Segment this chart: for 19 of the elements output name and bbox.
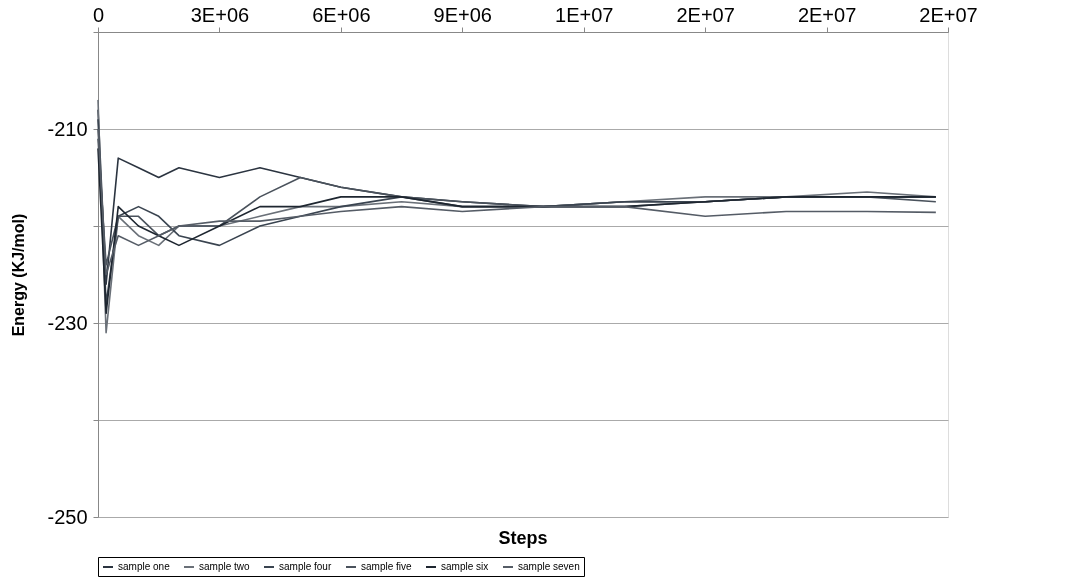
x-tick-label: 2E+07	[797, 3, 857, 26]
x-tick-label: 2E+07	[676, 3, 735, 26]
x-tick-label: 2E+07	[919, 3, 978, 26]
x-tick-label: 6E+06	[312, 3, 371, 26]
legend-label: sample two	[199, 561, 251, 572]
legend-label: sample four	[279, 561, 332, 572]
y-tick-label: -210	[47, 117, 88, 140]
legend-label: sample seven	[518, 561, 580, 572]
legend-label: sample one	[118, 561, 171, 572]
legend-label: sample five	[361, 561, 413, 572]
legend-label: sample six	[441, 561, 489, 572]
x-tick-label: 0	[92, 3, 105, 26]
x-tick-label: 9E+06	[433, 3, 492, 26]
x-tick-label: 3E+06	[190, 3, 250, 26]
y-axis-title: Energy (KJ/mol)	[10, 213, 28, 337]
x-tick-label: 1E+07	[555, 3, 614, 26]
x-axis-title: Steps	[498, 528, 548, 548]
y-tick-label: -250	[47, 505, 88, 528]
y-tick-label: -230	[47, 311, 88, 334]
